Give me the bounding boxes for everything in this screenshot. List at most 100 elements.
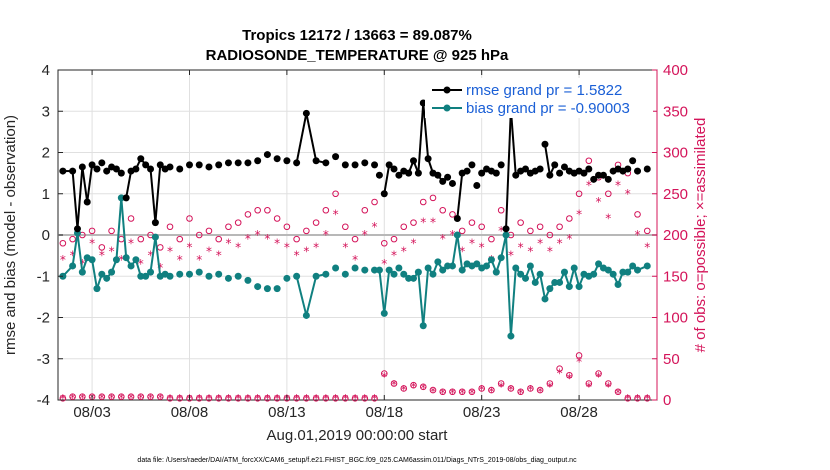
obs-low-possible-mark — [322, 395, 330, 402]
rmse-point — [132, 165, 140, 173]
obs-low-possible-mark — [361, 395, 369, 402]
y-right-tick-label: 150 — [663, 268, 688, 285]
y-right-tick-label: 250 — [663, 186, 688, 203]
obs-assimilated-mark: * — [557, 236, 563, 250]
obs-possible-mark — [88, 227, 96, 235]
obs-possible-mark — [264, 206, 271, 214]
rmse-point — [88, 161, 96, 169]
obs-low-assimilated-mark: * — [576, 355, 582, 369]
x-axis-label: Aug.01,2019 00:00:00 start — [267, 427, 449, 444]
obs-low-assimilated-mark: * — [177, 392, 183, 406]
obs-low-assimilated-mark: * — [449, 386, 455, 400]
bias-point — [78, 268, 86, 276]
rmse-point — [93, 165, 101, 173]
obs-low-possible-mark — [59, 395, 67, 402]
rmse-point — [448, 179, 456, 187]
obs-low-possible-mark — [118, 393, 125, 401]
rmse-point — [151, 219, 159, 227]
obs-low-possible-mark — [497, 380, 505, 387]
bias-point — [195, 268, 203, 276]
obs-low-assimilated-mark: * — [99, 391, 105, 405]
obs-possible-mark — [546, 231, 554, 239]
rmse-point — [444, 173, 452, 181]
obs-low-possible-mark — [351, 395, 359, 402]
rmse-point — [395, 171, 403, 179]
obs-low-possible-mark — [195, 395, 203, 402]
rmse-point — [73, 225, 81, 233]
obs-low-assimilated-mark: * — [138, 391, 144, 405]
bias-point — [487, 256, 495, 264]
x-tick-label: 08/03 — [73, 404, 111, 421]
bias-point — [439, 266, 447, 274]
obs-possible-mark — [439, 206, 447, 214]
obs-low-possible-mark — [303, 395, 310, 402]
rmse-point — [410, 157, 418, 165]
obs-low-assimilated-mark: * — [596, 370, 602, 384]
rmse-point — [234, 159, 242, 167]
rmse-point — [385, 161, 393, 169]
obs-low-possible-mark — [215, 395, 223, 402]
obs-low-possible-mark — [166, 395, 174, 402]
bias-point — [507, 332, 515, 340]
rmse-point — [103, 167, 111, 175]
obs-assimilated-mark: * — [255, 228, 261, 242]
obs-low-possible-mark — [624, 395, 632, 402]
obs-assimilated-mark: * — [148, 249, 154, 263]
obs-low-possible-mark — [507, 385, 515, 392]
obs-possible-mark — [234, 219, 242, 226]
bias-point — [88, 256, 96, 264]
obs-possible-mark — [118, 235, 125, 243]
obs-assimilated-mark: * — [167, 245, 173, 259]
bias-point — [492, 268, 500, 276]
obs-assimilated-mark: * — [216, 249, 222, 263]
obs-possible-mark — [371, 198, 378, 206]
obs-low-assimilated-mark: * — [381, 370, 387, 384]
obs-assimilated-mark: * — [615, 179, 621, 193]
obs-low-assimilated-mark: * — [157, 391, 163, 405]
obs-possible-mark — [536, 223, 544, 231]
obs-low-assimilated-mark: * — [60, 392, 66, 406]
obs-low-possible-mark — [575, 352, 583, 359]
obs-assimilated-mark: * — [186, 240, 192, 254]
obs-assimilated-mark: * — [644, 240, 650, 254]
obs-low-assimilated-mark: * — [372, 392, 378, 406]
obs-low-possible-mark — [556, 365, 563, 372]
bias-segment — [76, 232, 84, 273]
obs-possible-mark — [575, 190, 583, 198]
rmse-point — [585, 165, 593, 173]
obs-assimilated-mark: * — [274, 236, 280, 250]
obs-low-assimilated-mark: * — [255, 392, 261, 406]
obs-low-assimilated-mark: * — [303, 392, 309, 406]
rmse-point — [361, 159, 369, 167]
obs-assimilated-mark: * — [449, 228, 455, 242]
bias-point — [69, 262, 77, 270]
obs-low-possible-mark — [419, 383, 427, 391]
bias-point — [448, 262, 456, 270]
obs-assimilated-mark: * — [537, 236, 543, 250]
obs-assimilated-mark: * — [109, 245, 115, 259]
rmse-point — [595, 171, 603, 179]
obs-low-possible-mark — [225, 395, 232, 402]
obs-possible-mark — [59, 239, 67, 247]
bias-point — [400, 270, 408, 278]
bias-point — [517, 270, 525, 278]
obs-possible-mark — [566, 215, 573, 222]
obs-low-assimilated-mark: * — [635, 392, 641, 406]
bias-segment — [149, 236, 157, 273]
bias-point — [273, 285, 281, 293]
bias-point — [560, 268, 568, 276]
obs-low-assimilated-mark: * — [518, 386, 524, 400]
x-tick-label: 08/23 — [463, 404, 501, 421]
rmse-point — [224, 159, 232, 167]
bias-point — [512, 264, 520, 272]
y-right-tick-label: 100 — [663, 310, 688, 327]
rmse-segment — [295, 113, 308, 164]
rmse-point — [453, 215, 461, 222]
obs-low-possible-mark — [79, 393, 86, 401]
rmse-segment — [383, 164, 391, 194]
obs-low-possible-mark — [429, 386, 437, 394]
rmse-point — [122, 194, 130, 202]
obs-low-assimilated-mark: * — [644, 392, 650, 406]
obs-low-possible-mark — [332, 395, 339, 402]
rmse-point — [463, 167, 471, 175]
